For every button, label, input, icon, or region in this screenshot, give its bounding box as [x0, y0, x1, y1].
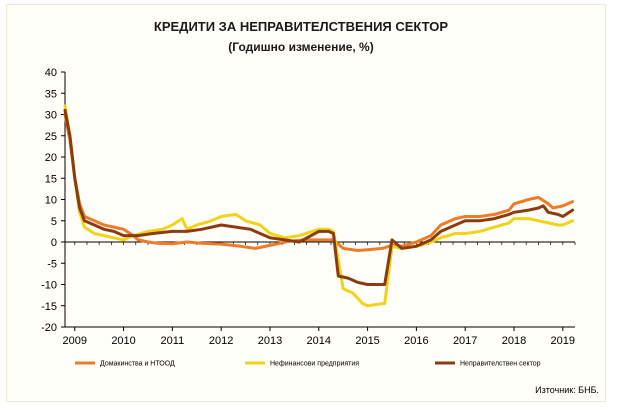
- x-tick-label: 2013: [258, 335, 282, 347]
- y-tick-label: 30: [45, 110, 57, 122]
- legend-label-2: Нефинансови предприятия: [270, 361, 359, 368]
- line-chart: КРЕДИТИ ЗА НЕПРАВИТЕЛСТВЕНИЯ СЕКТОР (Год…: [41, 19, 599, 395]
- x-tick-label: 2012: [209, 335, 233, 347]
- series-line-3: [63, 108, 575, 286]
- y-tick-label: 5: [51, 216, 57, 228]
- y-tick-label: -15: [41, 301, 57, 313]
- x-tick-label: 2019: [551, 335, 575, 347]
- legend-label-3: Неправителствен сектор: [460, 361, 541, 368]
- y-tick-label: 40: [45, 67, 57, 79]
- x-tick-label: 2009: [63, 335, 87, 347]
- x-tick-label: 2016: [404, 335, 428, 347]
- y-tick-label: -10: [41, 280, 57, 292]
- chart-title: КРЕДИТИ ЗА НЕПРАВИТЕЛСТВЕНИЯ СЕКТОР: [154, 19, 449, 34]
- x-tick-label: 2018: [502, 335, 526, 347]
- y-tick-label: 15: [45, 173, 57, 185]
- y-tick-label: 25: [45, 131, 57, 143]
- y-tick-label: 35: [45, 88, 57, 100]
- chart-subtitle: (Годишно изменение, %): [228, 40, 373, 54]
- chart-frame: КРЕДИТИ ЗА НЕПРАВИТЕЛСТВЕНИЯ СЕКТОР (Год…: [6, 4, 606, 402]
- y-tick-label: -20: [41, 322, 57, 334]
- source-note: Източник: БНБ.: [535, 385, 599, 395]
- x-tick-label: 2014: [307, 335, 331, 347]
- series-line-1: [63, 113, 575, 252]
- series-line-2: [63, 104, 575, 308]
- x-tick-label: 2010: [111, 335, 135, 347]
- y-tick-label: -5: [47, 258, 57, 270]
- x-tick-label: 2015: [355, 335, 379, 347]
- legend-label-1: Домакинства и НТООД: [100, 361, 175, 368]
- y-tick-label: 20: [45, 152, 57, 164]
- y-tick-label: 10: [45, 195, 57, 207]
- x-tick-label: 2017: [453, 335, 477, 347]
- legend: Домакинства и НТООД Нефинансови предприят…: [75, 361, 541, 368]
- x-tick-label: 2011: [161, 335, 185, 347]
- y-tick-label: 0: [51, 237, 57, 249]
